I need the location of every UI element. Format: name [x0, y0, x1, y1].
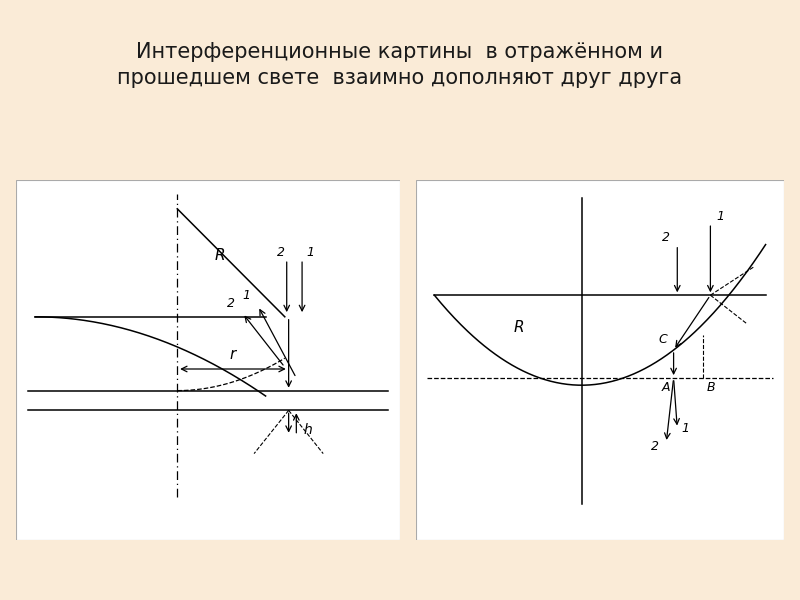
Text: R: R [214, 248, 225, 263]
Text: C: C [659, 333, 668, 346]
Text: R: R [514, 320, 524, 335]
Text: h: h [304, 423, 313, 437]
Text: B: B [706, 380, 715, 394]
Text: 2: 2 [662, 231, 670, 244]
Text: Интерференционные картины  в отражённом и
прошедшем свете  взаимно дополняют дру: Интерференционные картины в отражённом и… [118, 42, 682, 88]
Text: 1: 1 [716, 209, 724, 223]
FancyBboxPatch shape [416, 180, 784, 540]
Text: A: A [662, 380, 670, 394]
Text: 2: 2 [227, 296, 235, 310]
Text: 2: 2 [651, 440, 659, 453]
Text: r: r [230, 347, 236, 362]
Text: 1: 1 [681, 422, 689, 435]
Text: 1: 1 [242, 289, 250, 302]
FancyBboxPatch shape [16, 180, 400, 540]
Text: 2: 2 [277, 245, 285, 259]
Text: 1: 1 [306, 245, 314, 259]
